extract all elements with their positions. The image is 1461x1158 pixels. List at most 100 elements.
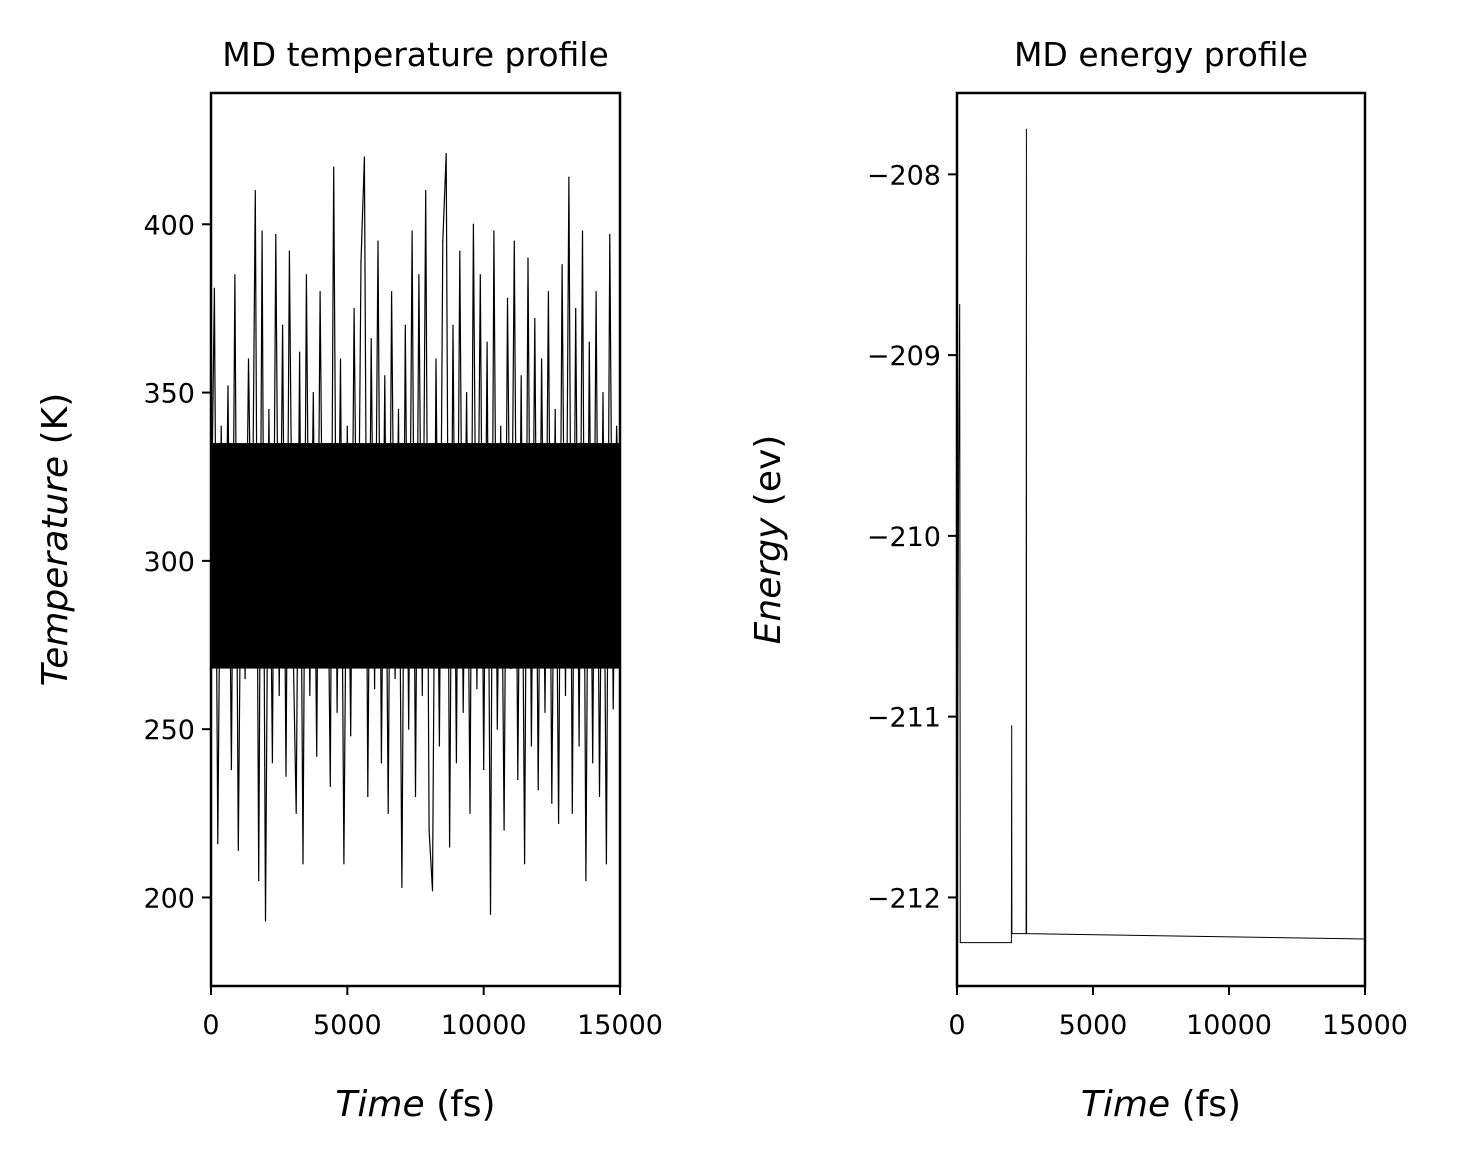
y-axis-label: Temperature (K) (35, 393, 76, 687)
y-tick-label: 400 (143, 210, 195, 241)
data-point (602, 391, 604, 394)
data-point (230, 768, 233, 771)
y-tick-label: −211 (867, 703, 941, 734)
axes-frame (955, 91, 1367, 988)
data-point (615, 425, 618, 427)
data-point (258, 880, 260, 882)
x-axis-label-unit: (fs) (1170, 1084, 1241, 1125)
data-point (493, 230, 495, 232)
data-point (356, 661, 359, 663)
data-point (1026, 933, 1028, 935)
data-point (370, 338, 372, 340)
data-point (247, 358, 250, 360)
data-point (329, 785, 331, 787)
data-point (592, 762, 594, 764)
y-axis-label-unit: (K) (35, 393, 76, 456)
data-point (251, 593, 253, 596)
data-point (1011, 933, 1013, 935)
data-point (959, 942, 961, 944)
data-point (384, 375, 386, 377)
data-point (397, 408, 400, 411)
data-point (445, 152, 447, 155)
data-point (506, 297, 509, 299)
x-axis-label-unit: (fs) (425, 1084, 496, 1125)
axes-frame (209, 91, 622, 988)
data-point (585, 880, 587, 882)
data-point (513, 240, 515, 242)
data-point (517, 779, 519, 781)
data-point (510, 667, 512, 670)
y-tick-label: 250 (143, 715, 195, 746)
data-point (1011, 725, 1013, 727)
data-point (237, 849, 239, 851)
data-point (346, 425, 348, 427)
data-point (268, 408, 270, 411)
y-axis-label-italic: Temperature (35, 456, 76, 687)
data-point (442, 240, 444, 242)
data-point (435, 358, 437, 360)
data-point (527, 257, 529, 259)
data-point (551, 802, 553, 804)
data-point (401, 886, 403, 888)
data-point (476, 688, 478, 690)
data-point (254, 190, 256, 192)
y-axis-label: Energy (ev) (748, 435, 789, 645)
data-point (302, 863, 304, 865)
data-point (380, 762, 383, 764)
chart-title: MD energy profile (1014, 35, 1308, 74)
data-point (394, 678, 396, 680)
data-point (500, 425, 502, 427)
data-point (391, 290, 393, 293)
data-point (496, 728, 498, 730)
chart-title: MD temperature profile (222, 35, 609, 74)
data-point (367, 795, 369, 798)
data-point (462, 711, 464, 713)
data-point (503, 829, 505, 831)
data-point (261, 230, 263, 232)
data-point (288, 250, 290, 252)
data-point (588, 341, 590, 343)
data-point (561, 264, 563, 266)
data-point (578, 745, 580, 747)
data-point (227, 385, 229, 387)
data-point (1010, 942, 1012, 944)
x-tick-label: 15000 (1322, 1010, 1408, 1041)
data-point (425, 190, 427, 192)
data-point (537, 789, 539, 791)
y-axis-label-italic: Energy (748, 517, 789, 644)
data-point (275, 233, 277, 235)
data-point (523, 863, 526, 865)
data-point (322, 661, 325, 663)
data-point (466, 391, 468, 394)
data-point (360, 260, 362, 262)
data-point (213, 287, 216, 289)
x-tick-label: 5000 (1059, 1010, 1128, 1041)
x-axis-label-italic: Time (335, 1084, 424, 1125)
energy-line (957, 129, 1365, 952)
y-tick-label: 350 (143, 379, 195, 410)
data-point (428, 829, 430, 831)
data-point (575, 307, 577, 310)
data-point (958, 481, 960, 483)
data-point (377, 240, 379, 242)
data-point (598, 795, 601, 798)
data-point (568, 176, 570, 178)
data-point (534, 317, 536, 320)
data-point (609, 233, 611, 235)
data-point (305, 274, 308, 276)
data-point (544, 711, 546, 713)
plot-area (211, 152, 620, 922)
data-point (479, 274, 481, 276)
x-tick-label: 5000 (313, 1010, 382, 1041)
data-point (234, 274, 236, 276)
data-point (520, 375, 522, 377)
data-point (558, 822, 560, 825)
dense-band (211, 443, 620, 669)
data-point (564, 694, 567, 697)
data-point (452, 324, 454, 326)
data-point (264, 920, 267, 922)
data-point (374, 688, 376, 690)
data-point (455, 762, 457, 764)
data-point (353, 307, 355, 310)
